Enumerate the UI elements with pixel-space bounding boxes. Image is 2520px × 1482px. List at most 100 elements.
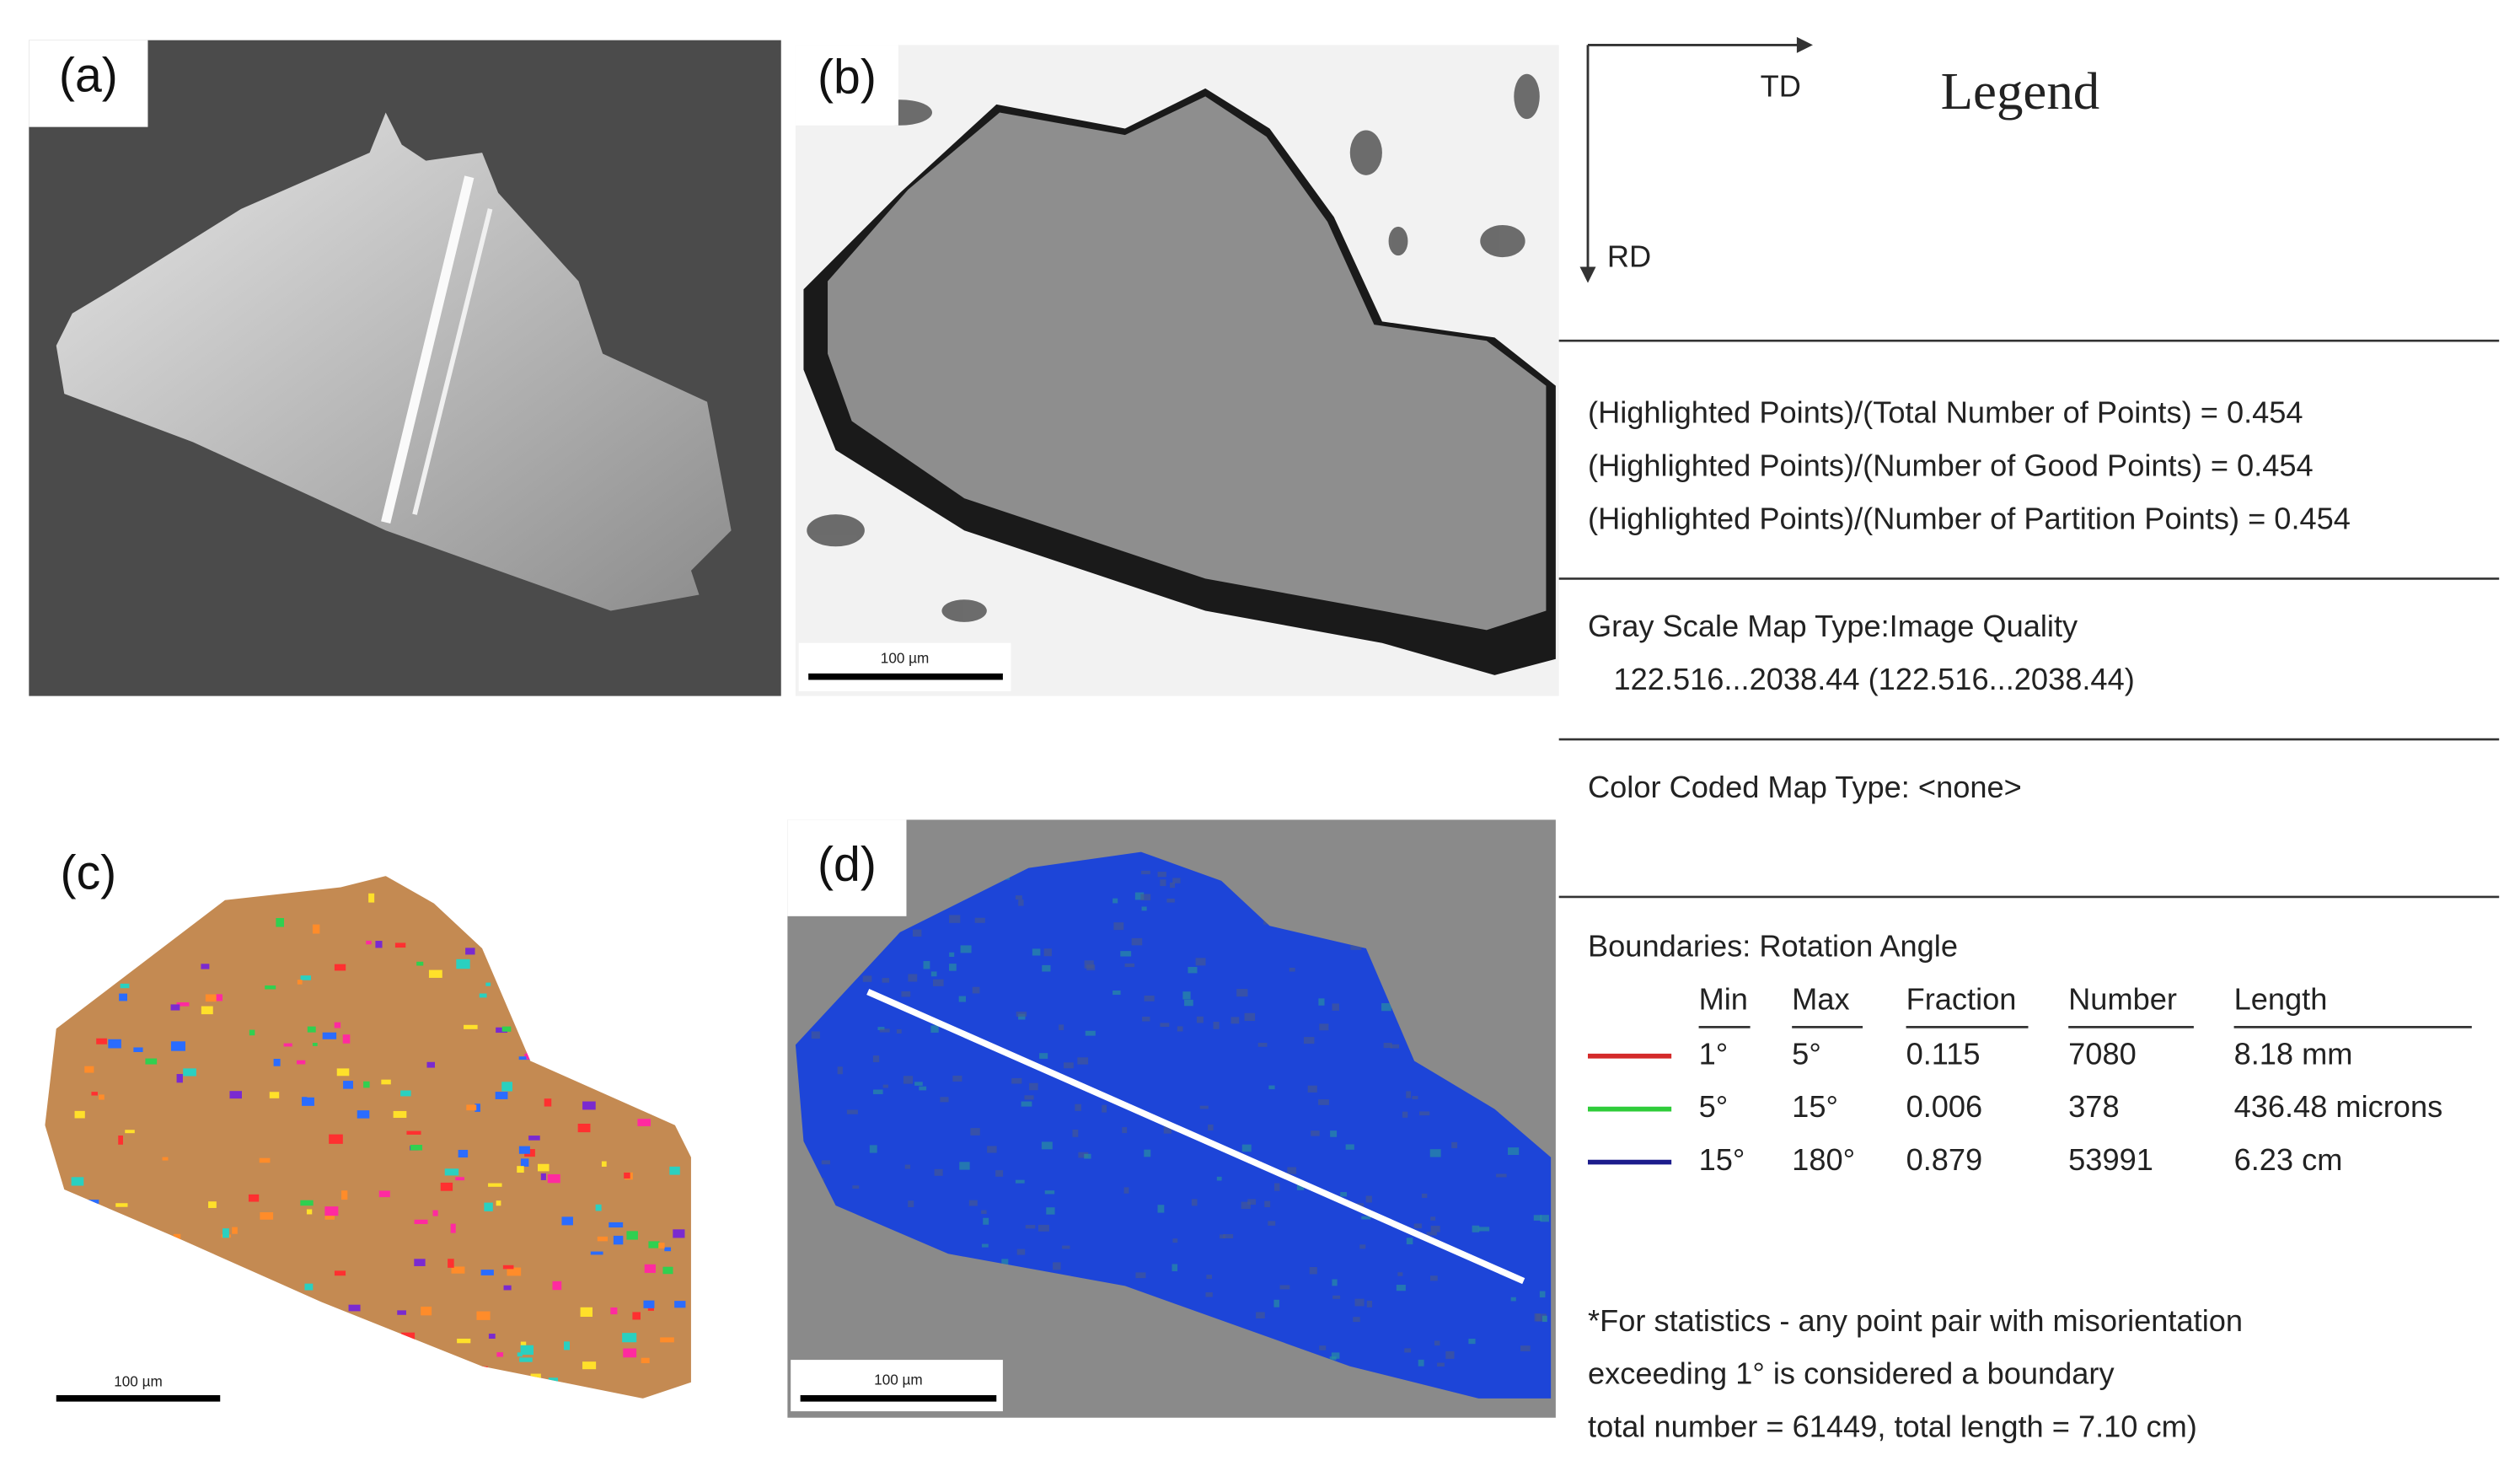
boundary-table: Min Max Fraction Number Length 1° 5° 0.115 7080 8…: [1588, 981, 2472, 1177]
grain-speck: [118, 1136, 123, 1145]
grain-speck: [348, 1304, 361, 1312]
texture-speck: [1350, 944, 1362, 950]
grain-speck: [479, 993, 487, 998]
grain-speck: [84, 1066, 94, 1073]
grain-speck: [99, 1094, 105, 1100]
axis-label: RD: [1607, 239, 1651, 274]
texture-speck: [1064, 1062, 1074, 1069]
texture-speck: [1084, 1153, 1091, 1159]
texture-speck: [1184, 999, 1193, 1007]
grain-speck: [120, 983, 130, 989]
grain-speck: [314, 1387, 328, 1397]
texture-speck: [908, 974, 918, 982]
texture-speck: [1437, 1362, 1445, 1367]
grain-speck: [644, 1264, 656, 1273]
texture-speck: [1044, 1190, 1055, 1195]
grain-speck: [478, 1366, 488, 1371]
texture-speck: [1412, 1096, 1418, 1100]
map-range: 122.516...2038.44 (122.516...2038.44): [1614, 662, 2135, 696]
texture-speck: [1144, 1149, 1151, 1157]
texture-speck: [995, 1170, 1004, 1177]
texture-speck: [940, 1097, 949, 1103]
texture-speck: [1072, 1129, 1079, 1137]
grain-speck: [394, 942, 406, 948]
texture-speck: [1274, 1183, 1280, 1191]
grain-speck: [329, 1134, 343, 1144]
texture-speck: [877, 1027, 885, 1031]
texture-speck: [1430, 1216, 1436, 1221]
texture-speck: [1157, 872, 1166, 878]
table-cell: 15°: [1699, 1142, 1745, 1177]
texture-speck: [1381, 1003, 1391, 1012]
texture-speck: [1172, 1264, 1178, 1271]
table-cell: 8.18 mm: [2234, 1036, 2353, 1071]
column-header: Fraction: [1906, 981, 2017, 1016]
texture-speck: [1223, 1234, 1234, 1239]
grain-speck: [76, 899, 83, 907]
table-cell: 53991: [2068, 1142, 2153, 1177]
texture-speck: [1113, 922, 1124, 931]
texture-speck: [959, 1162, 970, 1170]
grain-speck: [122, 903, 128, 913]
grain-speck: [458, 1149, 469, 1158]
texture-speck: [1046, 1207, 1055, 1215]
grain-speck: [366, 940, 372, 945]
table-cell: 0.115: [1906, 1036, 1981, 1071]
texture-speck: [1296, 1184, 1305, 1190]
texture-speck: [1319, 1345, 1327, 1350]
texture-speck: [1434, 1340, 1440, 1346]
grain-speck: [518, 1146, 530, 1154]
grain-speck: [501, 1082, 512, 1092]
grain-speck: [609, 1222, 624, 1228]
grain-speck: [381, 1079, 391, 1085]
texture-speck: [1182, 991, 1191, 1000]
texture-speck: [1354, 1298, 1365, 1307]
grain-speck: [489, 899, 501, 910]
scale-label: 100 µm: [881, 649, 930, 666]
grain-speck: [70, 1201, 78, 1209]
grain-speck: [572, 1393, 579, 1399]
texture-speck: [901, 991, 911, 997]
grain-speck: [578, 1004, 587, 1012]
grain-speck: [475, 1103, 480, 1112]
crystal-streak: [381, 175, 475, 524]
texture-speck: [932, 979, 944, 986]
grain-speck: [502, 1265, 514, 1270]
grain-speck: [129, 937, 138, 942]
texture-speck: [1078, 1152, 1089, 1158]
grain-speck: [519, 1357, 533, 1362]
grain-speck: [67, 1230, 82, 1235]
grain-speck: [588, 887, 603, 895]
grain-speck: [548, 1386, 560, 1393]
texture-speck: [958, 996, 967, 1002]
texture-speck: [949, 952, 955, 958]
grain-speck: [609, 962, 623, 970]
grain-speck: [363, 1081, 370, 1088]
grain-speck: [694, 985, 705, 991]
texture-speck: [903, 1076, 914, 1084]
grain-speck: [613, 899, 625, 905]
texture-speck: [914, 1082, 923, 1086]
grain-speck: [621, 1001, 630, 1010]
texture-speck: [1140, 894, 1151, 901]
texture-speck: [1429, 1275, 1438, 1281]
texture-speck: [1510, 1297, 1516, 1302]
table-cell: 6.23 cm: [2234, 1142, 2343, 1177]
grain-speck: [697, 993, 708, 997]
grain-speck: [590, 1251, 603, 1255]
grain-speck: [115, 967, 123, 971]
texture-speck: [1075, 1103, 1081, 1111]
texture-speck: [919, 1086, 927, 1091]
grain-speck: [297, 980, 303, 985]
texture-speck: [987, 1146, 997, 1153]
texture-speck: [1172, 878, 1181, 883]
grain-speck: [45, 946, 50, 950]
grain-speck: [501, 1026, 512, 1032]
table-cell: 378: [2068, 1089, 2119, 1124]
texture-speck: [1244, 1012, 1256, 1022]
texture-speck: [821, 1160, 831, 1165]
texture-speck: [837, 1066, 843, 1075]
grain-speck: [659, 1086, 672, 1092]
texture-speck: [1172, 1238, 1178, 1243]
grain-speck: [466, 1104, 477, 1111]
